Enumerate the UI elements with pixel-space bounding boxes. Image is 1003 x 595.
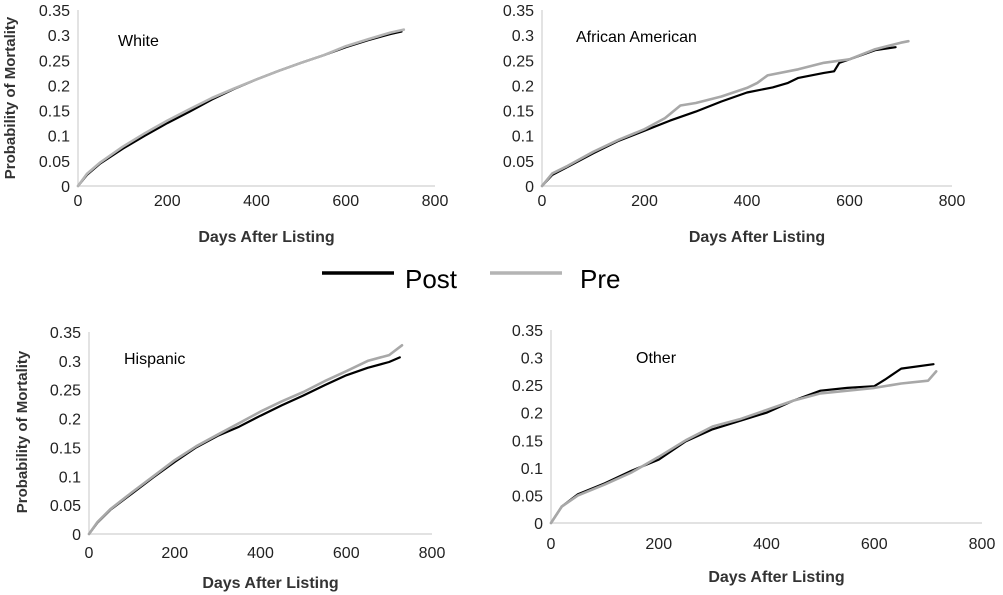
y-tick-label: 0.2 (48, 78, 70, 95)
y-tick-label: 0.1 (521, 461, 543, 478)
y-tick-label: 0.15 (39, 104, 70, 121)
x-axis-label: Days After Listing (689, 229, 825, 246)
y-tick-label: 0.2 (59, 412, 81, 429)
y-tick-label: 0.25 (503, 53, 534, 70)
chart-panel-3: 0 0.05 0.1 0.15 0.2 0.25 0.3 0.35 0 200 400 600 800 D… (14, 325, 445, 592)
y-tick-label: 0.1 (59, 469, 81, 486)
legend-label-pre: Pre (580, 264, 620, 294)
x-tick-label: 600 (333, 545, 360, 562)
x-tick-label: 200 (631, 193, 658, 210)
chart-panel-1: 0 0.05 0.1 0.15 0.2 0.25 0.3 0.35 0 200 400 600 800 D… (2, 3, 448, 246)
legend: Post Pre (322, 264, 620, 294)
y-tick-label: 0.3 (521, 351, 543, 368)
chart-panel-4: 0 0.05 0.1 0.15 0.2 0.25 0.3 0.35 0 200 400 600 800 D… (512, 323, 996, 586)
x-tick-label: 800 (422, 193, 449, 210)
chart-panel-2: 0 0.05 0.1 0.15 0.2 0.25 0.3 0.35 0 200 400 600 800 D… (503, 3, 966, 246)
x-tick-label: 600 (861, 536, 888, 553)
y-tick-label: 0.15 (503, 104, 534, 121)
legend-label-post: Post (405, 264, 458, 294)
y-tick-label: 0 (61, 179, 70, 196)
x-tick-label: 800 (939, 193, 966, 210)
y-tick-label: 0.05 (512, 488, 543, 505)
x-tick-label: 600 (836, 193, 863, 210)
series-line-post (76, 30, 403, 188)
y-tick-label: 0.2 (512, 78, 534, 95)
panel-title: African American (576, 29, 697, 46)
y-tick-label: 0.35 (39, 3, 70, 20)
y-tick-label: 0 (72, 527, 81, 544)
series-line-post (540, 46, 897, 188)
x-tick-label: 0 (538, 193, 547, 210)
y-tick-label: 0.05 (50, 498, 81, 515)
y-tick-label: 0.1 (48, 129, 70, 146)
x-tick-label: 600 (332, 193, 359, 210)
y-tick-label: 0.15 (50, 440, 81, 457)
y-tick-label: 0 (534, 516, 543, 533)
y-tick-label: 0.25 (39, 53, 70, 70)
panel-title: Other (636, 350, 677, 367)
series-line-pre (76, 28, 406, 188)
x-tick-label: 800 (419, 545, 446, 562)
series-line-pre (549, 370, 938, 525)
y-tick-label: 0.1 (512, 129, 534, 146)
x-tick-label: 0 (547, 536, 556, 553)
x-tick-label: 800 (969, 536, 996, 553)
x-tick-label: 400 (243, 193, 270, 210)
y-axis-label: Probability of Mortality (14, 350, 31, 513)
y-tick-label: 0.25 (512, 378, 543, 395)
x-axis-label: Days After Listing (708, 569, 844, 586)
y-tick-label: 0.35 (503, 3, 534, 20)
y-tick-label: 0.3 (512, 28, 534, 45)
x-tick-label: 400 (753, 536, 780, 553)
x-tick-label: 400 (734, 193, 761, 210)
y-tick-label: 0.2 (521, 406, 543, 423)
y-tick-label: 0.3 (59, 354, 81, 371)
x-axis-label: Days After Listing (202, 575, 338, 592)
x-tick-label: 0 (85, 545, 94, 562)
x-tick-label: 200 (161, 545, 188, 562)
y-tick-label: 0.35 (50, 325, 81, 342)
x-tick-label: 400 (247, 545, 274, 562)
y-tick-label: 0.25 (50, 383, 81, 400)
x-tick-label: 200 (154, 193, 181, 210)
y-tick-label: 0.35 (512, 323, 543, 340)
series-line-pre (87, 344, 404, 536)
series-line-pre (540, 39, 910, 188)
x-tick-label: 0 (74, 193, 83, 210)
series-line-post (87, 356, 401, 536)
y-tick-label: 0.15 (512, 433, 543, 450)
y-axis-label: Probability of Mortality (2, 16, 19, 179)
x-tick-label: 200 (645, 536, 672, 553)
x-axis-label: Days After Listing (198, 229, 334, 246)
y-tick-label: 0.3 (48, 28, 70, 45)
y-tick-label: 0 (525, 179, 534, 196)
panel-title: White (118, 33, 159, 50)
y-tick-label: 0.05 (503, 154, 534, 171)
y-tick-label: 0.05 (39, 154, 70, 171)
panel-title: Hispanic (124, 351, 185, 368)
